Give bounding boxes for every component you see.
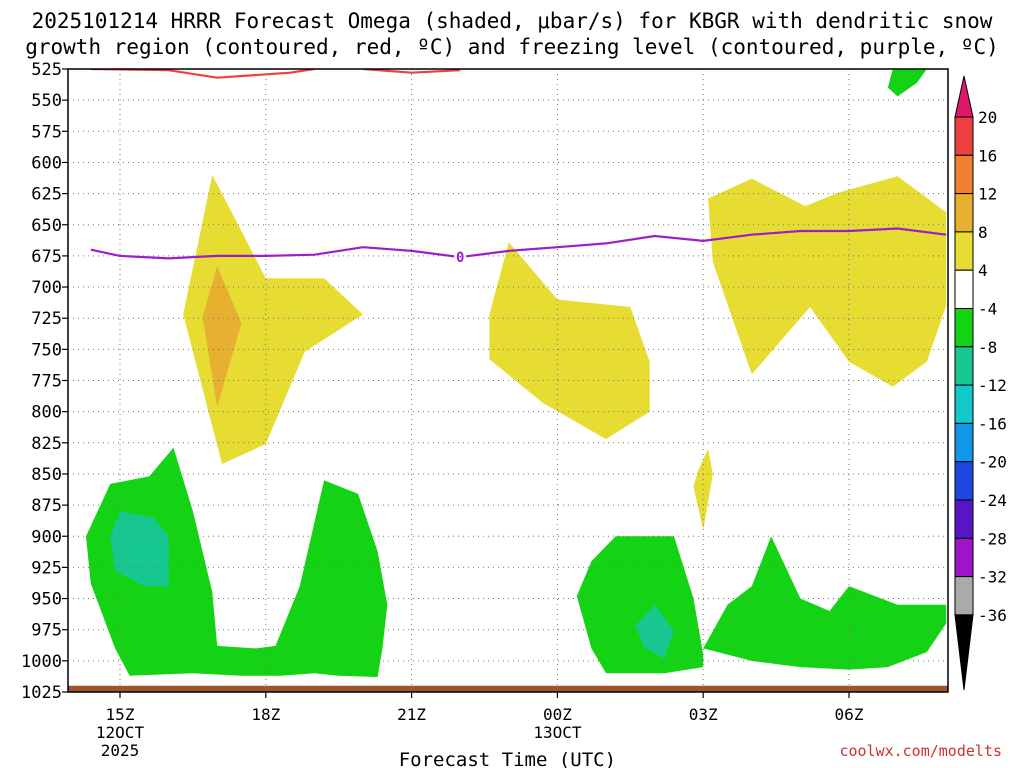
x-tick-label-0-2: 2025: [101, 741, 140, 760]
y-tick-label-9: 750: [31, 340, 62, 360]
colorbar-label-10: -24: [978, 491, 1007, 510]
colorbar-segment-9: [954, 422, 974, 463]
y-tick-label-5: 650: [31, 216, 62, 236]
chart-title-line-1: 2025101214 HRRR Forecast Omega (shaded, …: [31, 9, 993, 33]
x-tick-label-0-0: 15Z: [106, 705, 135, 724]
colorbar-segment-1: [954, 116, 974, 156]
omega-region-8: [635, 604, 674, 659]
credit-text: coolwx.com/modelts: [839, 742, 1002, 760]
y-tick-label-17: 950: [31, 590, 62, 610]
omega-region-2: [489, 242, 650, 440]
colorbar-label-4: 4: [978, 261, 988, 280]
y-tick-label-8: 725: [31, 309, 62, 329]
x-tick-label-0-1: 12OCT: [96, 723, 145, 742]
colorbar-label-1: 16: [978, 146, 997, 165]
dgz-contour-0: [90, 69, 315, 79]
colorbar-label-12: -32: [978, 568, 1007, 587]
colorbar-segment-13: [954, 576, 974, 616]
y-tick-label-20: 1025: [21, 683, 62, 703]
colorbar-label-11: -28: [978, 529, 1007, 548]
x-axis-title: Forecast Time (UTC): [399, 749, 616, 768]
y-tick-label-13: 850: [31, 465, 62, 485]
colorbar-segment-5: [954, 269, 974, 310]
colorbar-top-arrow: [954, 75, 974, 118]
y-tick-label-4: 625: [31, 185, 62, 205]
colorbar-bottom-arrow: [954, 614, 974, 691]
y-tick-label-10: 775: [31, 372, 62, 392]
omega-region-9: [703, 536, 947, 670]
x-tick-label-1-0: 18Z: [251, 705, 280, 724]
y-tick-label-18: 975: [31, 621, 62, 641]
plot-area: 0: [68, 69, 948, 692]
x-tick-label-3-0: 00Z: [543, 705, 572, 724]
colorbar-segment-6: [954, 308, 974, 348]
colorbar-segment-12: [954, 537, 974, 578]
chart-title: 2025101214 HRRR Forecast Omega (shaded, …: [0, 8, 1024, 60]
chart-title-line-2: growth region (contoured, red, ºC) and f…: [25, 35, 999, 59]
omega-region-0: [183, 174, 363, 464]
y-tick-label-12: 825: [31, 434, 62, 454]
colorbar-segment-11: [954, 499, 974, 539]
omega-region-10: [887, 69, 927, 97]
ground-band: [68, 685, 948, 692]
colorbar-segment-4: [954, 231, 974, 271]
freezing-level-contour: [90, 227, 947, 260]
colorbar-label-6: -8: [978, 338, 997, 357]
x-tick-label-4-0: 03Z: [689, 705, 718, 724]
omega-region-3: [708, 176, 947, 387]
dgz-contour-1: [362, 69, 461, 74]
y-tick-label-15: 900: [31, 527, 62, 547]
y-tick-label-16: 925: [31, 558, 62, 578]
freezing-level-label-bg: [454, 249, 467, 266]
x-tick-label-3-1: 13OCT: [533, 723, 582, 742]
colorbar-label-2: 12: [978, 185, 997, 204]
colorbar-label-7: -12: [978, 376, 1007, 395]
colorbar-label-3: 8: [978, 223, 988, 242]
colorbar-label-0: 20: [978, 108, 997, 127]
colorbar-label-13: -36: [978, 606, 1007, 625]
omega-region-5: [86, 447, 388, 677]
colorbar-segment-10: [954, 461, 974, 501]
y-tick-label-11: 800: [31, 403, 62, 423]
colorbar-label-9: -20: [978, 453, 1007, 472]
y-tick-label-19: 1000: [21, 652, 62, 672]
colorbar-segment-7: [954, 346, 974, 386]
omega-region-1: [202, 265, 242, 407]
colorbar-segment-8: [954, 384, 974, 424]
omega-region-6: [110, 511, 169, 587]
y-tick-label-1: 550: [31, 91, 62, 111]
y-tick-label-6: 675: [31, 247, 62, 267]
y-tick-label-0: 525: [31, 60, 62, 80]
y-tick-label-7: 700: [31, 278, 62, 298]
x-tick-label-5-0: 06Z: [835, 705, 864, 724]
colorbar-segment-2: [954, 154, 974, 195]
y-tick-label-3: 600: [31, 153, 62, 173]
x-tick-label-2-0: 21Z: [397, 705, 426, 724]
omega-region-7: [576, 536, 704, 674]
y-tick-label-2: 575: [31, 122, 62, 142]
freezing-level-label: 0: [456, 250, 464, 266]
colorbar-segment-3: [954, 193, 974, 233]
y-tick-label-14: 875: [31, 496, 62, 516]
colorbar-label-5: -4: [978, 300, 997, 319]
colorbar-label-8: -16: [978, 414, 1007, 433]
